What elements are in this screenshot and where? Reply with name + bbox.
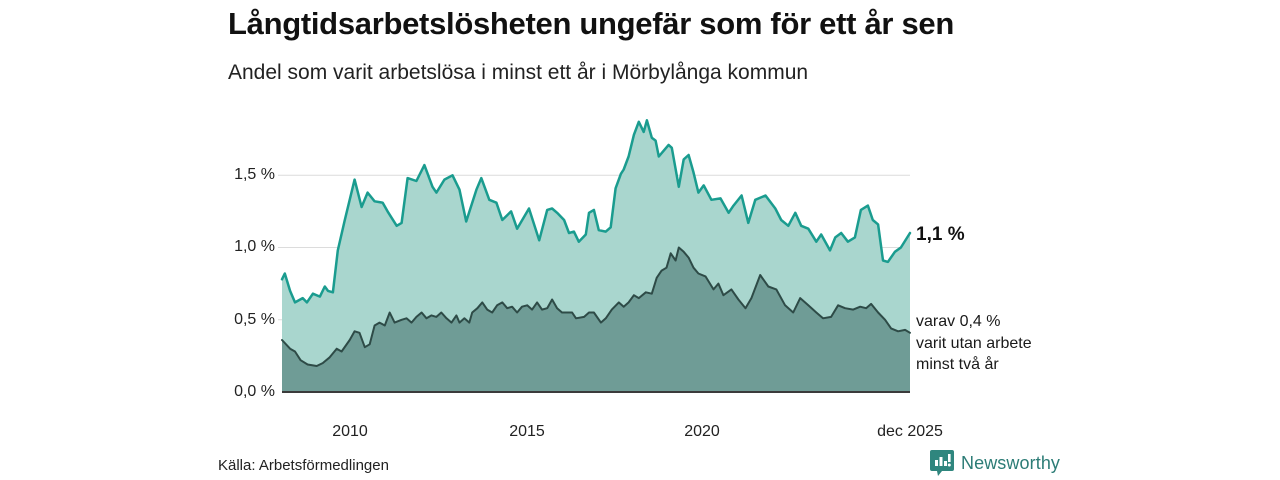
source-credit: Källa: Arbetsförmedlingen (218, 457, 389, 474)
series-two-years-line (281, 246, 911, 367)
series-two-years-area (282, 247, 910, 392)
latest-value-label: 1,1 % (916, 224, 965, 245)
two-year-annotation-line-3: minst två år (916, 356, 999, 373)
x-axis-tick-2015: 2015 (509, 423, 545, 440)
unemployment-area-chart (278, 119, 912, 393)
two-year-annotation-line-1: varav 0,4 % (916, 313, 1001, 330)
y-axis-tick-0-5: 0,5 % (234, 311, 275, 328)
y-axis-tick-1-0: 1,0 % (234, 238, 275, 255)
y-axis-tick-0-0: 0,0 % (234, 383, 275, 400)
newsworthy-wordmark: Newsworthy (961, 452, 1061, 473)
y-axis-tick-1-5: 1,5 % (234, 166, 275, 183)
page-title: Långtidsarbetslösheten ungefär som för e… (228, 6, 955, 41)
newsworthy-logo: Newsworthy (930, 448, 1060, 478)
x-axis-tick-2020: 2020 (684, 423, 720, 440)
two-year-annotation: varav 0,4 % varit utan arbete minst två … (916, 311, 1032, 376)
two-year-annotation-line-2: varit utan arbete (916, 334, 1032, 352)
x-axis-tick-dec-2025: dec 2025 (877, 423, 943, 440)
x-axis-tick-2010: 2010 (332, 423, 368, 440)
page-subtitle: Andel som varit arbetslösa i minst ett å… (228, 61, 809, 84)
newsworthy-badge-icon (930, 450, 954, 476)
series-one-year-line (280, 119, 912, 304)
